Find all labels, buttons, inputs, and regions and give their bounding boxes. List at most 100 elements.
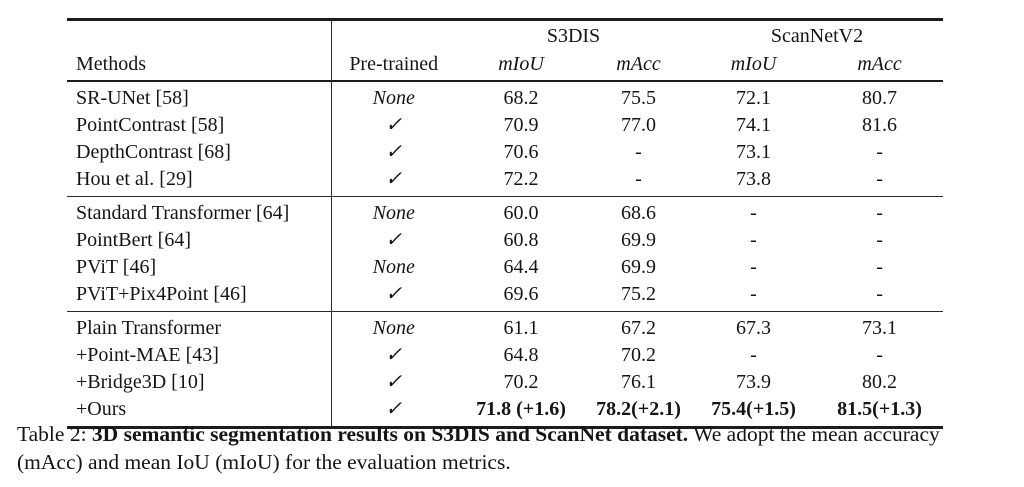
value-cell: 73.8 [736, 168, 772, 190]
table-row: SR-UNet [58] None 68.2 75.5 72.1 80.7 [67, 81, 943, 112]
value-cell: 69.9 [621, 256, 656, 278]
column-header-macc-s3dis: mAcc [586, 49, 692, 82]
column-header-methods: Methods [67, 49, 331, 82]
value-cell: 60.0 [456, 196, 586, 227]
value-cell: 72.2 [503, 168, 539, 190]
method-cell: PViT [46] [76, 256, 157, 278]
pretrained-cell: ✓ [330, 342, 456, 369]
table-row: +Bridge3D [10] ✓ 70.2 76.1 73.9 80.2 [67, 369, 943, 396]
value-cell: 74.1 [736, 114, 772, 136]
value-cell: - [691, 196, 817, 227]
value-cell: 64.4 [503, 256, 539, 278]
method-cell: Plain Transformer [67, 311, 331, 342]
caption-prefix: Table 2: [17, 422, 92, 446]
method-cell: +Ours [76, 398, 127, 420]
group-3: Plain Transformer None 61.1 67.2 67.3 73… [67, 311, 944, 428]
value-cell: - [876, 283, 883, 305]
method-cell: DepthContrast [68] [76, 141, 231, 163]
table-row-ours: +Ours ✓ 71.8 (+1.6) 78.2(+2.1) 75.4(+1.5… [67, 396, 943, 428]
method-cell: Standard Transformer [64] [67, 196, 331, 227]
value-cell: - [750, 344, 757, 366]
table-row: PointContrast [58] ✓ 70.9 77.0 74.1 81.6 [67, 112, 943, 139]
value-cell: 75.4(+1.5) [711, 398, 796, 420]
value-cell: - [876, 344, 883, 366]
pretrained-cell: ✓ [330, 227, 456, 254]
value-cell: 70.2 [503, 371, 539, 393]
column-header-miou-s3dis: mIoU [456, 49, 586, 82]
value-cell: 80.2 [862, 371, 898, 393]
value-cell: 71.8 (+1.6) [476, 398, 566, 420]
value-cell: - [750, 283, 757, 305]
dataset-header-scannetv2: ScanNetV2 [770, 25, 864, 47]
pretrained-cell: None [330, 81, 456, 112]
caption-bold-title: 3D semantic segmentation results on S3DI… [91, 422, 689, 446]
table-row: DepthContrast [68] ✓ 70.6 - 73.1 - [67, 139, 943, 166]
value-cell: 60.8 [503, 229, 539, 251]
value-cell: - [750, 229, 757, 251]
value-cell: 76.1 [621, 371, 656, 393]
value-cell: 80.7 [862, 87, 898, 109]
value-cell: 70.9 [503, 114, 539, 136]
value-cell: 75.5 [621, 87, 656, 109]
method-cell: +Point-MAE [43] [76, 344, 219, 366]
value-cell: - [876, 141, 883, 163]
value-cell: 67.3 [691, 311, 817, 342]
value-cell: 73.9 [736, 371, 772, 393]
value-cell: 77.0 [621, 114, 656, 136]
method-cell: +Bridge3D [10] [76, 371, 205, 393]
value-cell: 61.1 [456, 311, 586, 342]
pretrained-cell: None [330, 254, 456, 281]
method-cell: PointBert [64] [76, 229, 191, 251]
empty-cell [330, 19, 456, 49]
value-cell: - [876, 229, 883, 251]
empty-cell [67, 20, 331, 50]
table-row: +Point-MAE [43] ✓ 64.8 70.2 - - [67, 342, 943, 369]
table-row: Hou et al. [29] ✓ 72.2 - 73.8 - [67, 166, 943, 197]
value-cell: 81.5(+1.3) [837, 398, 922, 420]
value-cell: 64.8 [503, 344, 539, 366]
column-header-pretrained: Pre-trained [330, 49, 456, 82]
value-cell: 78.2(+2.1) [596, 398, 681, 420]
value-cell: 67.2 [586, 311, 692, 342]
caption-rest: We adopt the mean accuracy (mAcc) and me… [17, 422, 940, 474]
pretrained-cell: ✓ [330, 112, 456, 139]
value-cell: - [635, 168, 642, 190]
method-cell: PointContrast [58] [76, 114, 225, 136]
dataset-header-s3dis: S3DIS [546, 25, 601, 47]
method-cell: PViT+Pix4Point [46] [76, 283, 247, 305]
dataset-header-row: S3DIS ScanNetV2 [67, 19, 943, 50]
pretrained-cell: ✓ [330, 281, 456, 312]
value-cell: 70.6 [503, 141, 539, 163]
value-cell: 81.6 [862, 114, 898, 136]
pretrained-cell: ✓ [330, 369, 456, 396]
pretrained-cell: ✓ [330, 396, 456, 428]
group-2: Standard Transformer [64] None 60.0 68.6… [67, 196, 944, 312]
table-row: PViT+Pix4Point [46] ✓ 69.6 75.2 - - [67, 281, 943, 312]
column-header-miou-scannetv2: mIoU [691, 49, 817, 82]
table-row: PointBert [64] ✓ 60.8 69.9 - - [67, 227, 943, 254]
value-cell: 75.2 [621, 283, 656, 305]
value-cell: - [876, 168, 883, 190]
method-cell: SR-UNet [58] [76, 87, 189, 109]
group-1: SR-UNet [58] None 68.2 75.5 72.1 80.7 Po… [67, 81, 943, 197]
column-header-macc-scannetv2: mAcc [816, 49, 944, 82]
value-cell: - [816, 196, 944, 227]
value-cell: 69.9 [621, 229, 656, 251]
value-cell: 72.1 [736, 87, 772, 109]
value-cell: 68.2 [503, 87, 539, 109]
results-table: S3DIS ScanNetV2 Methods Pre-trained mIoU… [67, 18, 944, 429]
table-row: Plain Transformer None 61.1 67.2 67.3 73… [67, 311, 944, 342]
value-cell: 73.1 [736, 141, 772, 163]
value-cell: - [750, 256, 757, 278]
value-cell: 69.6 [503, 283, 539, 305]
value-cell: 70.2 [621, 344, 656, 366]
table-caption: Table 2: 3D semantic segmentation result… [17, 420, 1005, 476]
table-row: Standard Transformer [64] None 60.0 68.6… [67, 196, 944, 227]
method-cell: Hou et al. [29] [76, 168, 193, 190]
value-cell: - [635, 141, 642, 163]
pretrained-cell: None [330, 196, 456, 227]
value-cell: 73.1 [816, 311, 944, 342]
value-cell: 68.6 [586, 196, 692, 227]
pretrained-cell: None [330, 311, 456, 342]
